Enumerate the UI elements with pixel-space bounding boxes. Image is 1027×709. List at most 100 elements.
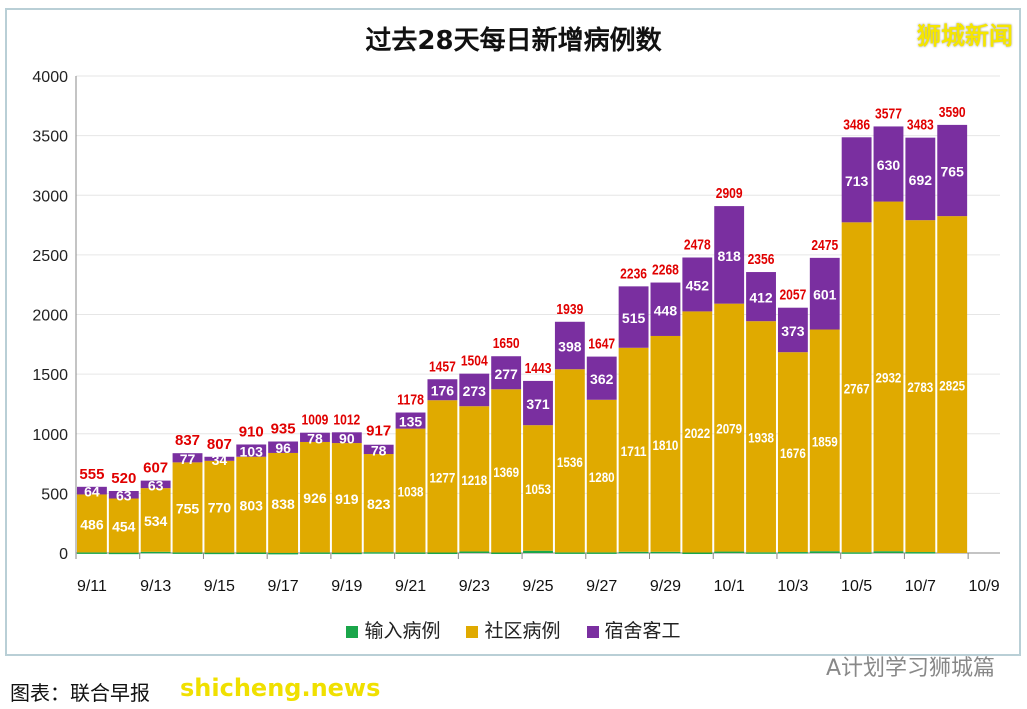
bar-value-label: 90 (339, 431, 355, 447)
bar-imported (459, 551, 490, 553)
bar-value-label: 371 (526, 396, 550, 412)
bar-dorm (873, 126, 904, 202)
bar-value-label: 2079 (716, 421, 742, 437)
bar-imported (905, 552, 936, 554)
x-tick-label: 9/23 (459, 578, 490, 595)
bar-imported (140, 551, 171, 554)
watermark-logo: 狮城新闻 (917, 22, 1013, 50)
bar-community (108, 498, 139, 553)
y-tick-label: 1500 (32, 367, 68, 384)
bar-value-label: 1369 (493, 464, 519, 480)
bar-community (746, 321, 776, 553)
bar-imported (873, 551, 904, 553)
bar-value-label: 713 (845, 173, 869, 189)
bar-value-label: 176 (431, 383, 455, 399)
bar-value-label: 1536 (557, 454, 583, 470)
bar-value-label: 277 (494, 366, 518, 382)
bar-community (777, 352, 808, 553)
bar-imported (523, 550, 553, 553)
bar-community (714, 303, 745, 552)
legend-label: 社区病例 (484, 620, 561, 642)
total-label: 1012 (333, 411, 360, 428)
bar-imported (395, 552, 426, 554)
bar-dorm (268, 441, 299, 453)
x-tick-label: 9/17 (268, 578, 299, 595)
bar-value-label: 373 (781, 323, 805, 339)
bar-imported (268, 552, 299, 555)
bar-dorm (395, 412, 426, 429)
legend: 输入病例 社区病例 宿舍客工 (0, 616, 1027, 643)
bar-value-label: 1277 (429, 469, 455, 485)
bar-value-label: 77 (180, 451, 196, 467)
bar-dorm (905, 137, 936, 221)
bar-value-label: 1676 (780, 445, 806, 461)
bar-value-label: 398 (558, 339, 582, 355)
total-label: 3577 (875, 105, 902, 122)
bar-value-label: 803 (240, 498, 264, 514)
legend-swatch (346, 625, 359, 638)
bar-community (300, 441, 330, 553)
bar-dorm (650, 282, 681, 336)
wechat-account: A计划学习狮城篇 (825, 656, 995, 681)
bar-value-label: 2767 (844, 380, 870, 396)
y-tick-label: 2000 (32, 308, 68, 325)
y-tick-label: 0 (59, 546, 68, 563)
bar-value-label: 630 (877, 157, 901, 173)
bar-value-label: 1218 (461, 472, 487, 488)
bar-imported (236, 552, 267, 555)
bar-imported (586, 552, 617, 554)
bar-value-label: 770 (208, 500, 232, 516)
bar-value-label: 64 (84, 484, 100, 500)
total-label: 2268 (652, 262, 679, 279)
bar-community (809, 329, 840, 552)
bar-imported (746, 552, 776, 554)
bar-value-label: 755 (176, 500, 200, 516)
bar-dorm (427, 379, 458, 401)
bar-dorm (363, 444, 394, 455)
bar-imported (618, 551, 649, 554)
x-tick-label: 9/21 (395, 578, 426, 595)
bar-dorm (554, 321, 585, 370)
bar-community (236, 456, 267, 553)
total-label: 935 (271, 421, 296, 438)
bar-community (618, 347, 649, 552)
bar-imported (682, 552, 713, 555)
bar-value-label: 2932 (876, 369, 902, 385)
total-label: 1178 (397, 392, 424, 409)
bar-value-label: 96 (275, 440, 291, 456)
y-tick-label: 4000 (32, 69, 68, 86)
bar-value-label: 926 (303, 490, 327, 506)
bar-community (363, 454, 394, 553)
bar-imported (172, 552, 203, 554)
y-tick-label: 1000 (32, 427, 68, 444)
bar-dorm (618, 286, 649, 348)
total-label: 1650 (493, 335, 520, 352)
bar-value-label: 1859 (812, 433, 838, 449)
bar-imported (777, 552, 808, 554)
bar-dorm (937, 124, 968, 217)
bar-dorm (586, 356, 617, 400)
bar-dorm (459, 373, 490, 407)
bar-community (395, 428, 426, 553)
bar-dorm (236, 444, 267, 457)
bar-community (427, 400, 458, 553)
legend-item-dorm: 宿舍客工 (586, 616, 681, 643)
bar-imported (363, 552, 394, 554)
bar-imported (108, 552, 139, 555)
total-label: 520 (111, 470, 136, 487)
bar-dorm (140, 480, 171, 489)
bar-community (873, 201, 904, 552)
bar-imported (427, 552, 458, 555)
bar-community (650, 335, 681, 552)
x-tick-label: 9/29 (650, 578, 681, 595)
bar-value-label: 103 (240, 444, 264, 460)
total-label: 807 (207, 436, 232, 453)
bar-community (841, 222, 872, 553)
total-label: 2236 (620, 265, 647, 282)
total-label: 607 (143, 460, 168, 477)
bar-dorm (777, 307, 808, 353)
bar-dorm (746, 272, 776, 322)
bar-community (268, 452, 299, 553)
bar-imported (204, 552, 235, 555)
